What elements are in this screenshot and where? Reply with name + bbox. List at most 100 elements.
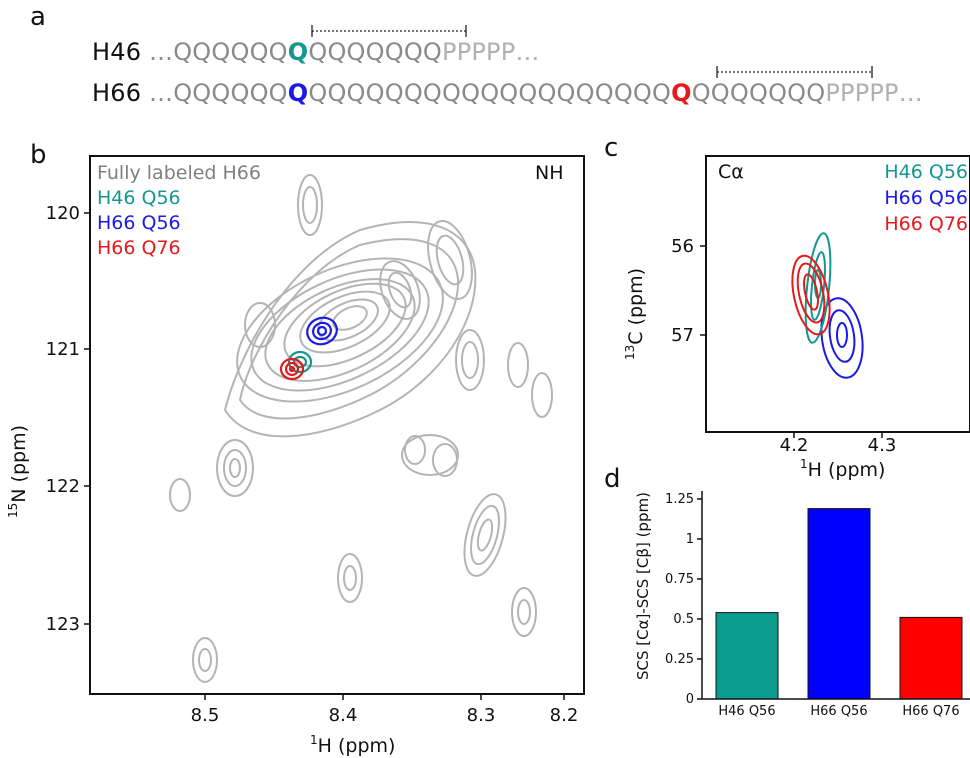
x-tick-label: H46 Q56 [718, 704, 775, 719]
contour [297, 174, 323, 236]
contour [455, 329, 485, 391]
y-tick-label: 120 [46, 203, 80, 224]
calpha-tag: Cα [718, 161, 744, 183]
highlight-residue-q56: Q [287, 79, 309, 107]
contour [517, 599, 531, 625]
x-tick-label: 4.3 [868, 435, 897, 456]
contour [332, 305, 368, 331]
sequence-span-markers [311, 25, 873, 78]
highlight-residue-q76: Q [671, 79, 692, 107]
contour [387, 271, 413, 309]
sequence-proline-tail: PPPPP… [442, 38, 540, 66]
highlight-residue-q56: Q [287, 38, 309, 66]
contour [264, 278, 416, 382]
y-tick-label: 0.25 [665, 652, 694, 667]
panel-letter-b: b [30, 140, 47, 170]
x-axis-ticks [204, 694, 565, 700]
contour [223, 221, 477, 438]
y-tick-label: 0.75 [665, 572, 694, 587]
h66-q56-peak [820, 297, 864, 379]
contour [461, 341, 479, 379]
x-tick-label: 4.2 [780, 435, 809, 456]
fully-labeled-contours [169, 174, 553, 683]
sequence-prefix: …QQQQQQ [141, 79, 288, 107]
sequence-middle: QQQQQQQQQQQQQQQQQQQ [308, 79, 672, 107]
bar-h46-q56 [715, 612, 779, 700]
x-tick-label: 8.4 [329, 705, 358, 726]
contour [302, 186, 318, 224]
h66-q56-peak [306, 316, 338, 346]
contour [244, 302, 276, 348]
sequence-proline-tail: PPPPP… [825, 79, 923, 107]
contour [463, 493, 507, 577]
contour [531, 372, 553, 418]
contour [404, 435, 426, 465]
contour [432, 443, 458, 477]
contour [511, 587, 537, 637]
contour [283, 282, 407, 368]
panel-letter-a: a [30, 2, 46, 32]
contour [337, 553, 363, 603]
y-tick-label: 56 [671, 236, 694, 257]
contour [169, 478, 191, 512]
y-tick-label: 121 [46, 339, 80, 360]
panel-letter-c: c [604, 133, 619, 163]
contour [229, 458, 241, 478]
y-axis-label: SCS [Cα]-SCS [Cβ] (ppm) [634, 492, 652, 680]
plot-frame [705, 155, 970, 433]
x-tick-label: H66 Q56 [810, 704, 867, 719]
x-tick-label: 8.5 [191, 705, 220, 726]
y-axis-ticks [84, 212, 90, 625]
nh-tag: NH [535, 162, 564, 184]
legend-h46-q56: H46 Q56 [884, 161, 968, 183]
contour [223, 449, 247, 487]
h66-q76-peak [279, 357, 305, 381]
x-axis-label: 1H (ppm) [800, 457, 885, 480]
sequence-h46: H46 …QQQQQQQQQQQQQQPPPPP… [92, 38, 540, 66]
panel-c-spectrum: 56 57 4.2 4.3 1H (ppm) 13C (ppm) Cα H46 … [623, 155, 970, 480]
panel-b-spectrum: 120 121 122 123 8.5 8.4 8.3 8.2 1H (ppm)… [6, 155, 585, 757]
contour [216, 439, 254, 497]
legend-h66-q56: H66 Q56 [884, 187, 968, 209]
contour [299, 290, 391, 354]
contour [470, 504, 500, 566]
x-tick-label: H66 Q76 [902, 704, 959, 719]
contour [343, 565, 357, 591]
legend-h66-q76: H66 Q76 [97, 237, 181, 259]
contour [401, 434, 459, 476]
x-tick-label: 8.3 [467, 705, 496, 726]
sequence-middle: QQQQQQQ [308, 38, 443, 66]
legend-h66-q56: H66 Q56 [97, 212, 181, 234]
bar-h66-q76 [899, 616, 963, 700]
contour [238, 238, 460, 420]
y-tick-label: 123 [46, 614, 80, 635]
y-axis-label: 13C (ppm) [623, 268, 647, 360]
y-tick-label: 122 [46, 476, 80, 497]
contour [250, 268, 430, 392]
legend-fully-labeled-h66: Fully labeled H66 [97, 162, 261, 184]
sequence-h66: H66 …QQQQQQQQQQQQQQQQQQQQQQQQQQQQQQQQQQP… [92, 79, 923, 107]
contour [198, 648, 212, 672]
legend-h46-q56: H46 Q56 [97, 187, 181, 209]
legend-h66-q76: H66 Q76 [884, 213, 968, 235]
y-tick-label: 0.5 [673, 612, 694, 627]
plot-frame [89, 155, 585, 695]
contour [317, 298, 379, 342]
y-tick-label: 57 [671, 325, 694, 346]
y-tick-label: 0 [686, 692, 694, 707]
contour [427, 220, 473, 300]
sequence-label: H46 [92, 38, 142, 66]
contour [435, 234, 465, 286]
x-axis-label: 1H (ppm) [310, 733, 395, 757]
y-tick-label: 1 [686, 532, 694, 547]
contour [507, 342, 529, 388]
x-tick-label: 8.2 [550, 705, 579, 726]
contour [192, 637, 218, 683]
sequence-prefix: …QQQQQQ [141, 38, 288, 66]
sequence-label: H66 [92, 79, 142, 107]
contour [379, 260, 421, 320]
h46-q56-peak [287, 350, 313, 374]
panel-letter-d: d [604, 464, 621, 494]
sequence-middle-2: QQQQQQQ [691, 79, 826, 107]
